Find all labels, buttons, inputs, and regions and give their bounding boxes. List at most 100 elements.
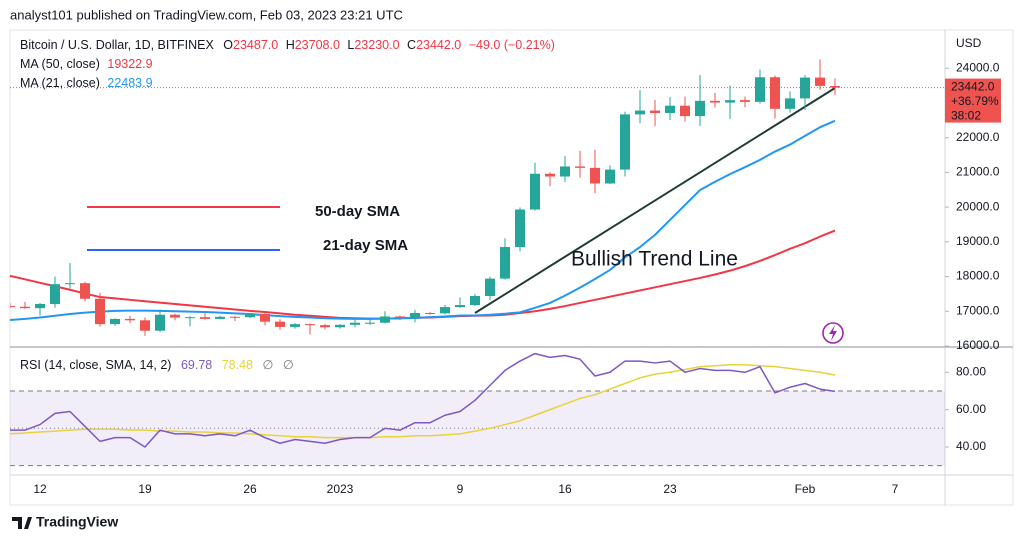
candle-body <box>635 110 645 115</box>
y-tick-label: 17000.0 <box>956 303 1000 317</box>
chart-frame <box>9 29 1014 506</box>
candle-body <box>560 166 570 177</box>
candle-body <box>425 313 435 315</box>
x-tick-label: Feb <box>795 482 816 496</box>
candle-body <box>530 173 540 210</box>
candle-body <box>380 316 390 323</box>
candle-body <box>170 314 180 318</box>
candle-body <box>230 316 240 318</box>
legend-value: 19322.9 <box>107 57 152 71</box>
candle-body <box>650 110 660 113</box>
legend-value: 78.48 <box>222 358 253 372</box>
annotation: 21-day SMA <box>323 237 408 254</box>
candle-body <box>50 284 60 304</box>
axes: 16000.0 17000.0 18000.0 19000.0 20000.0 21000… <box>33 60 1001 496</box>
candle-body <box>740 100 750 102</box>
legend-name: MA (21, close) <box>20 76 100 90</box>
change: −49.0 (−0.21%) <box>469 38 555 52</box>
legend-name: MA (50, close) <box>20 57 100 71</box>
candle-body <box>575 166 585 168</box>
legend-value: 22483.9 <box>107 76 152 90</box>
candle-body <box>10 306 15 308</box>
candle-body <box>785 98 795 109</box>
ohlc-key: H <box>286 38 295 52</box>
y-tick-label: 21000.0 <box>956 165 1000 179</box>
candle-body <box>830 86 840 88</box>
candle-body <box>260 314 270 322</box>
header: analyst101 published on TradingView.com,… <box>10 7 403 22</box>
series-line <box>10 352 836 448</box>
candle-body <box>815 77 825 86</box>
candle-body <box>680 105 690 117</box>
candle-body <box>395 316 405 318</box>
y-tick-label: 40.00 <box>956 439 986 453</box>
y-tick-label: 18000.0 <box>956 269 1000 283</box>
y-tick-label: 60.00 <box>956 402 986 416</box>
x-tick-label: 26 <box>243 482 257 496</box>
y-tick-label: 80.00 <box>956 364 986 378</box>
x-tick-label: 16 <box>558 482 572 496</box>
candle-body <box>455 305 465 308</box>
price-tag-label: 23442.0 <box>951 80 995 94</box>
y-tick-label: 16000.0 <box>956 338 1000 352</box>
price-pane <box>10 59 945 336</box>
series-line <box>10 364 836 439</box>
candle-body <box>335 324 345 328</box>
annotation: 50-day SMA <box>315 203 400 220</box>
candle-body <box>95 298 105 325</box>
ohlc-key: L <box>347 38 354 52</box>
candle-body <box>35 303 45 309</box>
x-tick-label: 23 <box>663 482 677 496</box>
status: ∅ <box>283 358 294 372</box>
y-tick-label: 22000.0 <box>956 130 1000 144</box>
candle-body <box>725 100 735 103</box>
candle-body <box>605 169 615 184</box>
candle-body <box>245 314 255 318</box>
y-tick-label: 19000.0 <box>956 234 1000 248</box>
legend-value: 69.78 <box>181 358 212 372</box>
ohlc-key: O <box>223 38 233 52</box>
candle-body <box>695 100 705 117</box>
candle-body <box>485 278 495 296</box>
candle-body <box>440 307 450 314</box>
candle-body <box>500 247 510 279</box>
x-tick-label: 19 <box>138 482 152 496</box>
candle-body <box>290 324 300 327</box>
candle-body <box>515 209 525 248</box>
candle-body <box>200 317 210 319</box>
rsi-band <box>10 390 945 466</box>
candle-body <box>710 100 720 103</box>
series-line <box>10 229 836 320</box>
legend: RSI (14, close, SMA, 14, 2) 69.78 78.48 … <box>20 358 294 372</box>
trend-line <box>474 87 836 314</box>
candle-body <box>350 322 360 325</box>
rsi-title: RSI (14, close, SMA, 14, 2) <box>20 358 171 372</box>
candle-body <box>755 77 765 102</box>
price-tag-label: 38:02 <box>951 109 981 123</box>
candle-body <box>410 313 420 318</box>
candle-body <box>590 167 600 184</box>
price-tag-label: +36.79% <box>951 94 999 108</box>
y-tick-label: 24000.0 <box>956 60 1000 74</box>
candle-body <box>470 295 480 306</box>
candle-body <box>620 114 630 170</box>
ohlc-value: 23708.0 <box>295 38 340 52</box>
annotation: Bullish Trend Line <box>571 248 738 271</box>
legend: MA (21, close) 22483.9 <box>20 76 153 90</box>
candle-body <box>320 325 330 328</box>
series-line <box>10 119 836 321</box>
y-tick-label: 20000.0 <box>956 199 1000 213</box>
candle-body <box>80 283 90 299</box>
ohlc-value: 23442.0 <box>416 38 461 52</box>
candle-body <box>305 324 315 326</box>
ohlc-value: 23487.0 <box>233 38 278 52</box>
candle-body <box>155 314 165 331</box>
candle-body <box>20 306 30 309</box>
footer: TradingView <box>36 514 118 530</box>
rsi-pane <box>10 352 945 467</box>
legend: MA (50, close) 19322.9 <box>20 57 153 71</box>
price-tag <box>945 78 1001 123</box>
candle-body <box>665 105 675 113</box>
logo-icon <box>822 322 844 344</box>
